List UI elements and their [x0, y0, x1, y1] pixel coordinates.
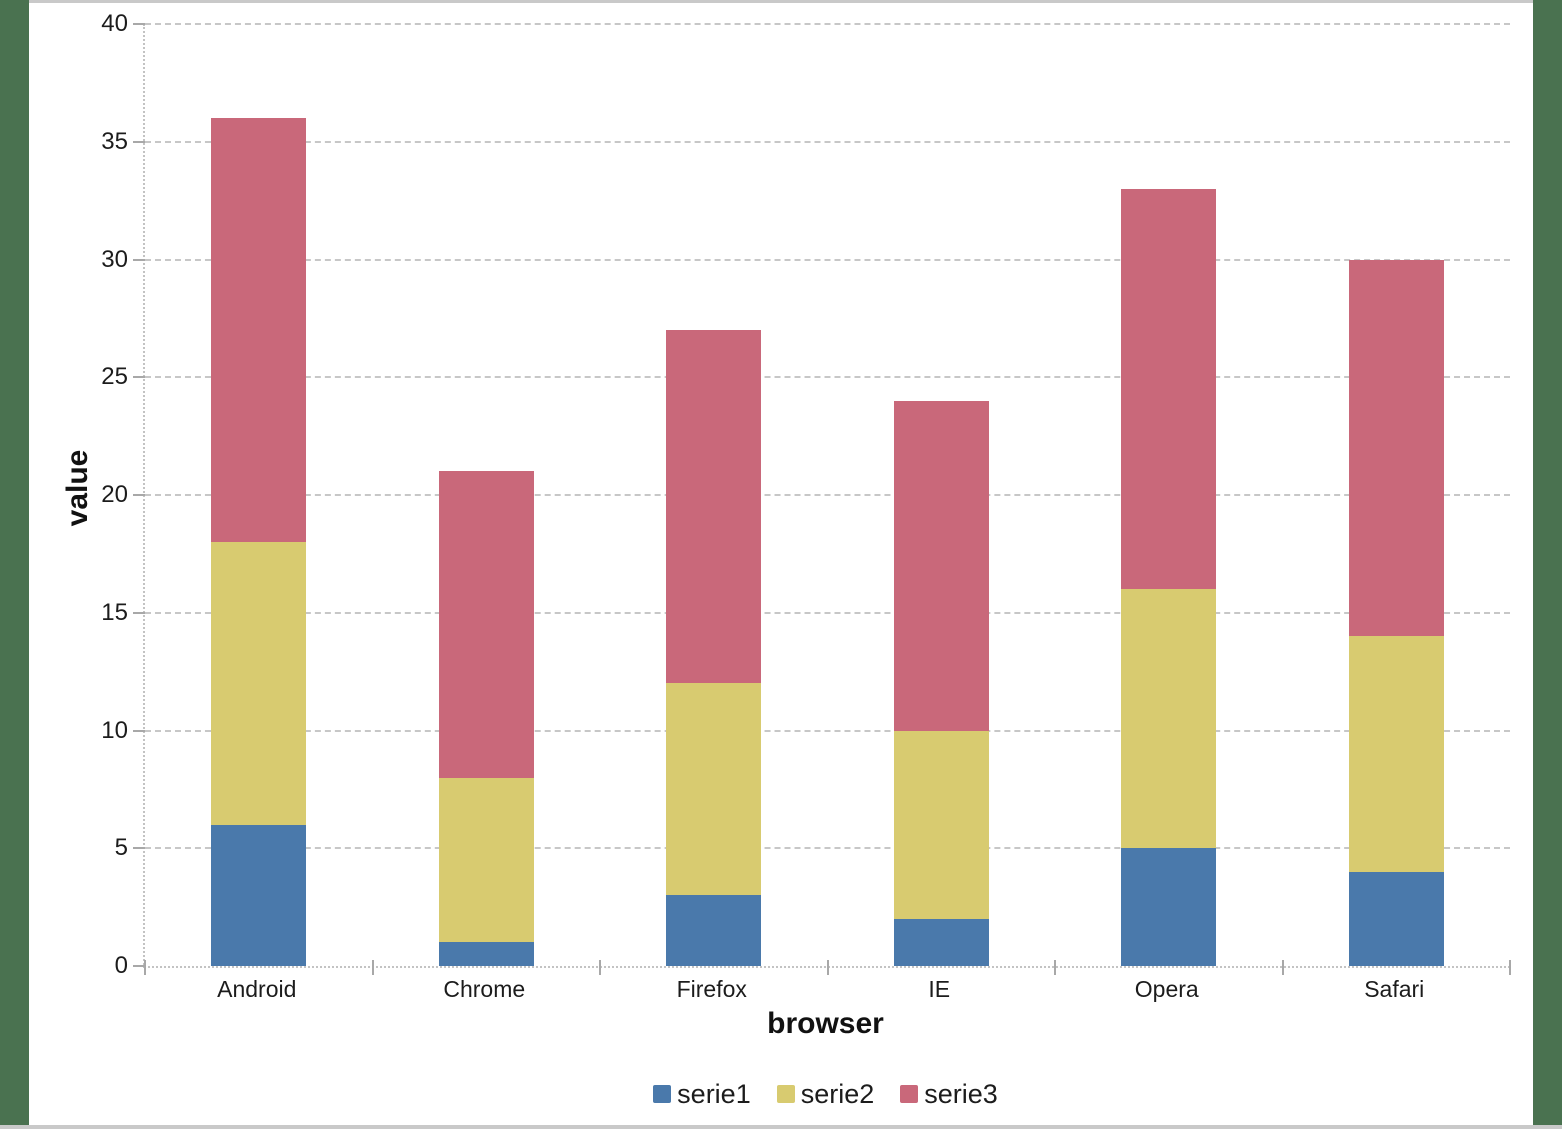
bar-segment-serie2	[1121, 589, 1217, 849]
legend-item-serie2: serie2	[776, 1077, 875, 1111]
left-border-strip	[0, 0, 29, 1125]
gridline	[145, 258, 1510, 261]
bar-segment-serie3	[211, 118, 307, 543]
bar-segment-serie2	[211, 542, 307, 825]
plot-area	[133, 23, 1511, 975]
legend-swatch-serie3	[900, 1085, 919, 1103]
y-axis-tick	[133, 965, 145, 967]
x-axis-tick	[1281, 960, 1284, 975]
x-axis-category-label: Chrome	[443, 976, 526, 1002]
bar-segment-serie3	[893, 400, 989, 731]
x-axis-category-label: Firefox	[676, 976, 747, 1002]
y-axis-tick	[133, 729, 145, 732]
legend-swatch-serie1	[653, 1085, 672, 1103]
x-axis-category-label: IE	[928, 976, 951, 1002]
x-axis-tick	[826, 960, 829, 975]
x-axis-tick	[371, 960, 374, 975]
top-edge-line	[29, 0, 1533, 3]
bar-segment-serie2	[666, 683, 762, 896]
y-axis-tick	[133, 140, 145, 143]
gridline	[145, 611, 1510, 614]
bar-segment-serie3	[666, 330, 762, 684]
legend-item-serie3: serie3	[900, 1077, 998, 1111]
y-axis-tick-label: 5	[114, 834, 128, 862]
y-axis-tick	[133, 258, 145, 261]
bar-segment-serie3	[1121, 188, 1217, 590]
bar-segment-serie1	[666, 895, 762, 966]
bar-opera	[1121, 188, 1217, 966]
bar-firefox	[666, 330, 762, 966]
y-axis-tick-label: 20	[101, 481, 128, 508]
x-axis-category-label: Opera	[1134, 976, 1199, 1002]
bottom-edge-line	[0, 1125, 1562, 1129]
legend-label: serie1	[677, 1079, 751, 1109]
x-axis-category-label: Safari	[1364, 976, 1425, 1002]
y-axis-tick	[133, 376, 145, 379]
legend-swatch-serie2	[776, 1085, 795, 1103]
x-axis-category-label: Android	[217, 976, 297, 1002]
x-axis-tick	[1509, 960, 1511, 975]
x-axis-title: browser	[767, 1007, 884, 1040]
y-axis-tick-label: 15	[101, 598, 128, 626]
legend-item-serie1: serie1	[653, 1077, 751, 1111]
right-border-strip	[1533, 0, 1562, 1125]
legend: serie1 serie2 serie3	[143, 1076, 1508, 1112]
gridline	[145, 376, 1510, 379]
legend-label: serie3	[924, 1079, 998, 1109]
x-axis-tick	[1054, 960, 1056, 975]
gridline	[145, 23, 1510, 25]
bar-segment-serie2	[893, 730, 989, 919]
x-axis-tick	[599, 960, 601, 975]
y-axis-tick-label: 35	[101, 127, 128, 155]
y-axis-tick	[133, 611, 145, 614]
bar-segment-serie3	[1348, 259, 1444, 637]
bar-chrome	[438, 471, 534, 966]
y-axis-tick	[133, 494, 145, 496]
bar-segment-serie1	[1348, 871, 1444, 966]
gridline	[145, 847, 1510, 850]
bar-android	[211, 118, 307, 966]
legend-label: serie2	[800, 1079, 875, 1109]
y-axis-tick-label: 10	[101, 716, 128, 744]
bar-segment-serie1	[438, 942, 534, 966]
bar-segment-serie2	[438, 777, 534, 943]
gridline	[145, 140, 1510, 143]
y-axis-tick-label: 25	[101, 363, 128, 391]
bar-segment-serie1	[1121, 848, 1217, 966]
bar-ie	[893, 400, 989, 966]
y-axis-tick	[133, 847, 145, 850]
bar-segment-serie1	[893, 918, 989, 966]
bar-safari	[1348, 259, 1444, 966]
gridline	[145, 729, 1510, 732]
y-axis-tick-label: 0	[114, 952, 128, 979]
y-axis-tick-label: 30	[101, 245, 128, 273]
y-axis-tick	[133, 23, 145, 25]
x-axis-tick	[144, 960, 146, 975]
bar-segment-serie3	[438, 471, 534, 778]
bar-segment-serie1	[211, 824, 307, 966]
gridline	[145, 494, 1510, 496]
y-axis-tick-label: 40	[101, 10, 128, 37]
bar-segment-serie2	[1348, 636, 1444, 872]
